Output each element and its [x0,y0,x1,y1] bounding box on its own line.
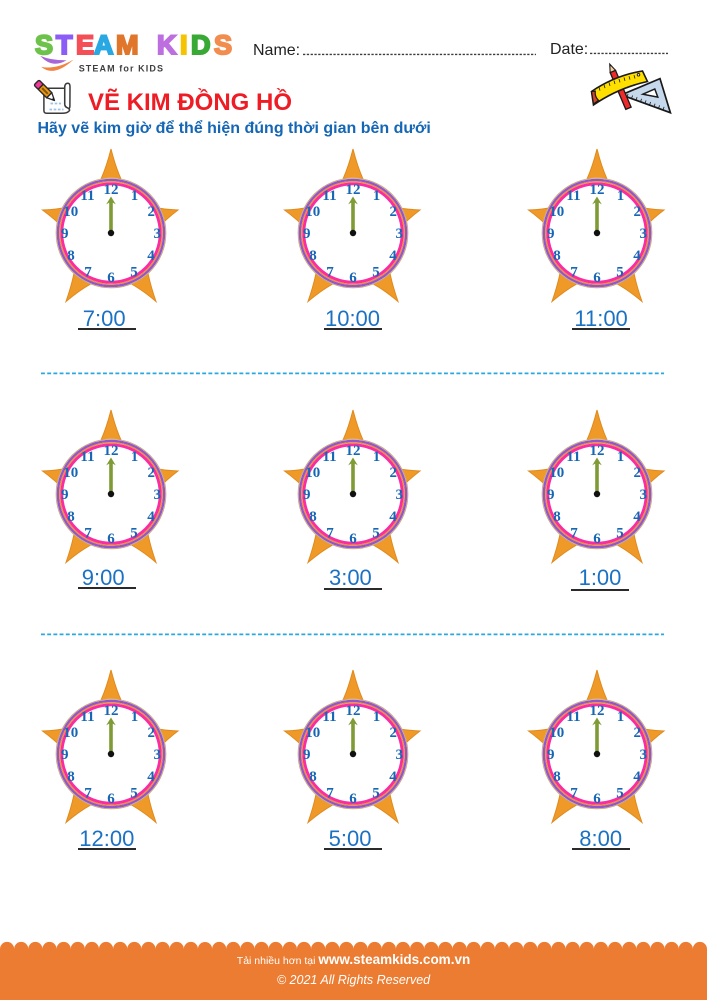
svg-text:K: K [157,30,177,60]
svg-text:A: A [94,30,114,60]
svg-text:I: I [180,30,188,60]
svg-text:T: T [56,30,73,60]
svg-text:M: M [116,30,139,60]
svg-text:STEAM for KIDS: STEAM for KIDS [79,64,164,74]
svg-text:S: S [214,30,232,60]
svg-text:D: D [191,30,211,60]
svg-text:E: E [76,30,94,60]
svg-text:S: S [35,30,53,60]
